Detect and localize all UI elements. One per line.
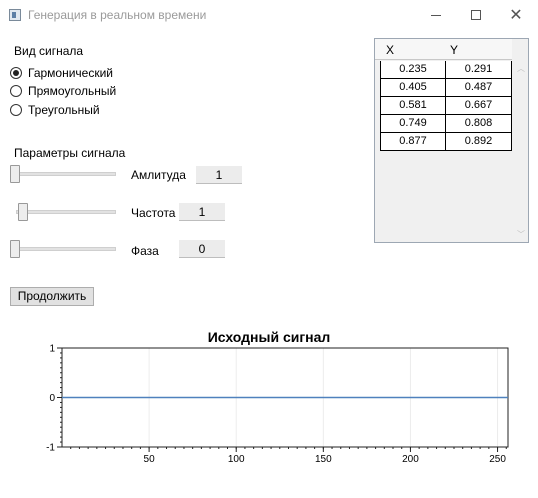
close-icon: ✕ bbox=[509, 5, 523, 24]
title-bar: Генерация в реальном времени ✕ bbox=[0, 0, 538, 30]
table-row[interactable]: 0.235 0.291 bbox=[380, 61, 512, 79]
phase-label: Фаза bbox=[131, 244, 159, 258]
amplitude-slider-track[interactable] bbox=[10, 172, 116, 176]
y-tick-label: -1 bbox=[46, 443, 55, 454]
cell-x[interactable]: 0.235 bbox=[380, 61, 446, 78]
column-header-x[interactable]: X bbox=[386, 43, 395, 57]
radio-button[interactable] bbox=[10, 85, 22, 97]
table-row[interactable]: 0.405 0.487 bbox=[380, 79, 512, 97]
app-icon bbox=[9, 9, 21, 21]
cell-y[interactable]: 0.892 bbox=[446, 133, 512, 150]
scroll-up-icon[interactable]: ︿ bbox=[517, 64, 525, 73]
frequency-slider-track[interactable] bbox=[16, 210, 116, 214]
x-tick-label: 50 bbox=[144, 454, 156, 465]
cell-y[interactable]: 0.291 bbox=[446, 61, 512, 78]
chart-canvas: 1 0 -1 50 100 150 200 250 bbox=[46, 344, 509, 465]
continue-button[interactable]: Продолжить bbox=[10, 287, 94, 306]
phase-slider-thumb[interactable] bbox=[10, 240, 20, 258]
radio-label: Прямоугольный bbox=[28, 84, 117, 98]
signal-chart: Исходный сигнал 1 0 -1 50 100 150 200 250 bbox=[0, 320, 538, 498]
y-tick-label: 1 bbox=[49, 344, 55, 355]
x-tick-label: 200 bbox=[402, 454, 419, 465]
column-header-y[interactable]: Y bbox=[450, 43, 459, 57]
radio-rectangular[interactable]: Прямоугольный bbox=[10, 84, 116, 98]
window-title: Генерация в реальном времени bbox=[28, 8, 207, 22]
cell-y[interactable]: 0.808 bbox=[446, 115, 512, 132]
frequency-slider-thumb[interactable] bbox=[18, 203, 28, 221]
grid-header: X Y bbox=[375, 39, 512, 60]
data-grid[interactable]: X Y 0.235 0.291 0.405 0.487 0.581 0.667 … bbox=[374, 38, 529, 243]
frequency-value[interactable]: 1 bbox=[179, 203, 225, 221]
frequency-label: Частота bbox=[131, 206, 176, 220]
minimize-button[interactable] bbox=[414, 0, 458, 30]
radio-button[interactable] bbox=[10, 104, 22, 116]
cell-y[interactable]: 0.667 bbox=[446, 97, 512, 114]
radio-button-checked[interactable] bbox=[10, 67, 22, 79]
x-tick-label: 150 bbox=[315, 454, 332, 465]
radio-label: Гармонический bbox=[28, 66, 114, 80]
table-row[interactable]: 0.877 0.892 bbox=[380, 133, 512, 151]
scroll-down-icon[interactable]: ﹀ bbox=[517, 230, 525, 239]
cell-y[interactable]: 0.487 bbox=[446, 79, 512, 96]
params-label: Параметры сигнала bbox=[14, 146, 126, 160]
amplitude-value[interactable]: 1 bbox=[196, 166, 242, 184]
x-tick-label: 250 bbox=[489, 454, 506, 465]
radio-harmonic[interactable]: Гармонический bbox=[10, 66, 113, 80]
cell-x[interactable]: 0.877 bbox=[380, 133, 446, 150]
phase-slider-track[interactable] bbox=[10, 247, 116, 251]
close-button[interactable]: ✕ bbox=[494, 0, 538, 30]
amplitude-slider-thumb[interactable] bbox=[10, 165, 20, 183]
maximize-icon bbox=[471, 10, 481, 20]
cell-x[interactable]: 0.749 bbox=[380, 115, 446, 132]
signal-type-label: Вид сигнала bbox=[14, 44, 84, 58]
cell-x[interactable]: 0.405 bbox=[380, 79, 446, 96]
x-tick-label: 100 bbox=[228, 454, 245, 465]
maximize-button[interactable] bbox=[454, 0, 498, 30]
radio-label: Треугольный bbox=[28, 103, 100, 117]
table-row[interactable]: 0.749 0.808 bbox=[380, 115, 512, 133]
cell-x[interactable]: 0.581 bbox=[380, 97, 446, 114]
table-row[interactable]: 0.581 0.667 bbox=[380, 97, 512, 115]
y-tick-label: 0 bbox=[49, 393, 55, 404]
amplitude-label: Амлитуда bbox=[131, 168, 186, 182]
minimize-icon bbox=[431, 14, 441, 16]
radio-triangular[interactable]: Треугольный bbox=[10, 103, 100, 117]
chart-title: Исходный сигнал bbox=[207, 329, 331, 345]
phase-value[interactable]: 0 bbox=[179, 240, 225, 258]
